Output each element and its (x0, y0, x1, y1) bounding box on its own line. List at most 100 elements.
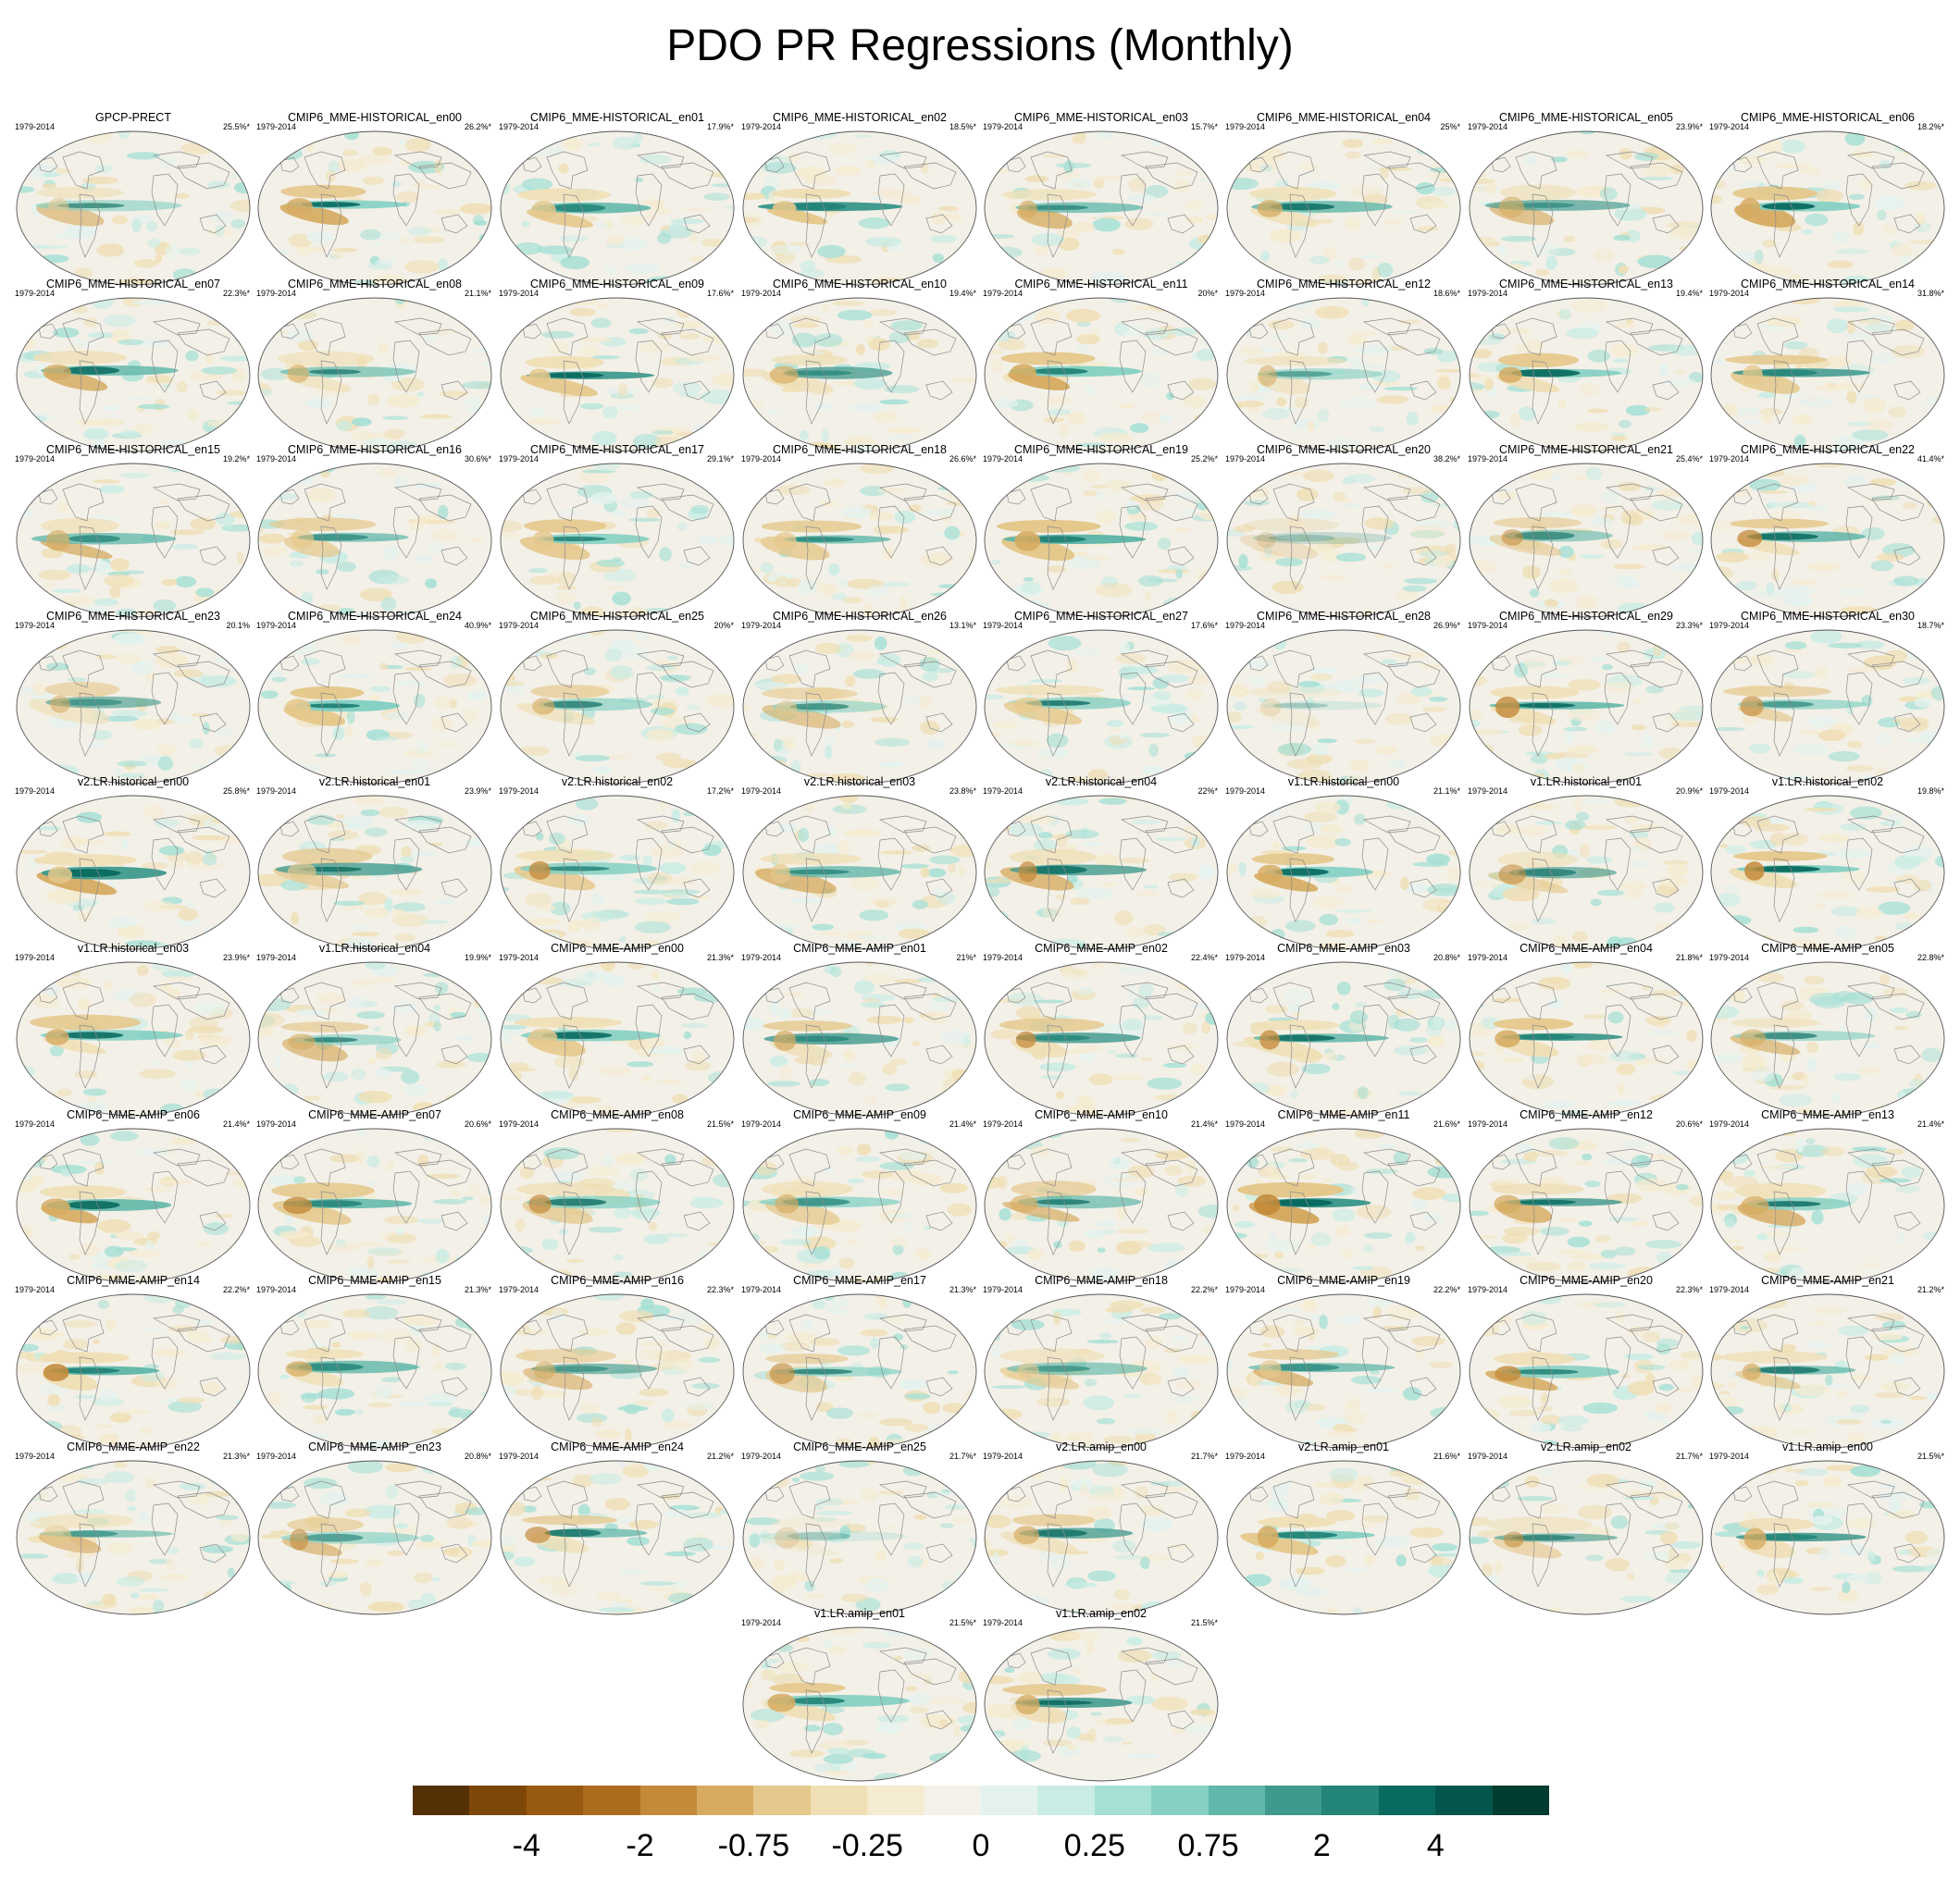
map-panel: CMIP6_MME-AMIP_en21 1979-2014 21.2%* (1707, 1274, 1948, 1449)
colorbar-tick-label: 2 (1312, 1828, 1331, 1863)
panel-title: CMIP6_MME-AMIP_en19 (1277, 1274, 1410, 1287)
colorbar-swatch (1151, 1786, 1209, 1815)
colorbar-swatch (981, 1786, 1038, 1815)
regression-map (16, 961, 251, 1117)
colorbar-swatch (413, 1786, 470, 1815)
panel-title: CMIP6_MME-AMIP_en15 (308, 1274, 441, 1287)
panel-title: CMIP6_MME-HISTORICAL_en21 (1498, 443, 1674, 456)
map-panel: CMIP6_MME-HISTORICAL_en18 1979-2014 26.6%* (739, 443, 980, 618)
map-panel: CMIP6_MME-HISTORICAL_en03 1979-2014 15.7%* (981, 111, 1222, 286)
map-panel: CMIP6_MME-HISTORICAL_en15 1979-2014 19.2%* (13, 443, 254, 618)
panel-period: 1979-2014 (1468, 122, 1508, 131)
panel-title: CMIP6_MME-HISTORICAL_en03 (1013, 111, 1189, 124)
map-panel: CMIP6_MME-HISTORICAL_en19 1979-2014 25.2%* (981, 443, 1222, 618)
regression-map (1226, 961, 1461, 1117)
map-panel: CMIP6_MME-HISTORICAL_en29 1979-2014 23.3%* (1466, 610, 1706, 785)
regression-map (1469, 1128, 1704, 1283)
panel-period: 1979-2014 (983, 1285, 1023, 1294)
panel-period: 1979-2014 (741, 1285, 782, 1294)
panel-period: 1979-2014 (983, 1452, 1023, 1461)
colorbar-tick-label: -2 (626, 1828, 654, 1863)
map-panel: v1.LR.amip_en02 1979-2014 21.5%* (981, 1607, 1222, 1782)
panel-title: v2.LR.amip_en01 (1298, 1440, 1389, 1453)
regression-map (1226, 795, 1461, 950)
panel-variance-pct: 26.2%* (464, 122, 491, 131)
panel-period: 1979-2014 (15, 289, 56, 298)
panel-title: CMIP6_MME-HISTORICAL_en20 (1256, 443, 1432, 456)
colorbar-swatch (1378, 1786, 1436, 1815)
regression-map (500, 629, 735, 785)
panel-variance-pct: 20.6%* (464, 1119, 491, 1129)
panel-period: 1979-2014 (15, 786, 56, 796)
panel-title: CMIP6_MME-AMIP_en05 (1761, 942, 1894, 955)
panel-variance-pct: 21.8%* (1675, 953, 1703, 962)
map-panel: GPCP-PRECT 1979-2014 25.5%* (13, 111, 254, 286)
panel-variance-pct: 21%* (956, 953, 976, 962)
panel-period: 1979-2014 (256, 454, 297, 464)
colorbar-swatch (469, 1786, 527, 1815)
regression-map (1710, 629, 1945, 785)
panel-period: 1979-2014 (1709, 1119, 1750, 1129)
map-panel: CMIP6_MME-HISTORICAL_en14 1979-2014 31.8%* (1707, 278, 1948, 452)
panel-title: CMIP6_MME-AMIP_en25 (793, 1440, 926, 1453)
map-panel: v2.LR.historical_en02 1979-2014 17.2%* (497, 775, 738, 950)
map-panel: CMIP6_MME-AMIP_en07 1979-2014 20.6%* (254, 1108, 495, 1283)
colorbar-tick-label: -0.25 (831, 1828, 903, 1863)
regression-map (1710, 961, 1945, 1117)
panel-title: CMIP6_MME-AMIP_en22 (67, 1440, 200, 1453)
panel-variance-pct: 13.1%* (949, 621, 976, 630)
regression-map (500, 463, 735, 618)
panel-period: 1979-2014 (499, 621, 540, 630)
regression-map (1710, 463, 1945, 618)
panel-variance-pct: 17.9%* (706, 122, 734, 131)
regression-map (1226, 1293, 1461, 1449)
map-panel: CMIP6_MME-HISTORICAL_en20 1979-2014 38.2%* (1223, 443, 1464, 618)
map-panel: CMIP6_MME-AMIP_en06 1979-2014 21.4%* (13, 1108, 254, 1283)
regression-map (1710, 297, 1945, 452)
map-panel: CMIP6_MME-AMIP_en10 1979-2014 21.4%* (981, 1108, 1222, 1283)
map-panel: CMIP6_MME-AMIP_en00 1979-2014 21.3%* (497, 942, 738, 1117)
regression-map (257, 1128, 492, 1283)
panel-title: v1.LR.historical_en03 (77, 942, 190, 955)
panel-title: CMIP6_MME-AMIP_en16 (551, 1274, 684, 1287)
map-panel: CMIP6_MME-AMIP_en04 1979-2014 21.8%* (1466, 942, 1706, 1117)
panel-title: CMIP6_MME-HISTORICAL_en08 (287, 278, 463, 291)
map-panel: CMIP6_MME-HISTORICAL_en10 1979-2014 19.4%* (739, 278, 980, 452)
panel-title: CMIP6_MME-HISTORICAL_en10 (772, 278, 948, 291)
panel-variance-pct: 31.8%* (1917, 289, 1944, 298)
panel-variance-pct: 18.7%* (1917, 621, 1944, 630)
panel-title: v1.LR.amip_en01 (814, 1607, 905, 1620)
panel-variance-pct: 17.6%* (1190, 621, 1218, 630)
panel-period: 1979-2014 (983, 1618, 1023, 1627)
panel-title: CMIP6_MME-HISTORICAL_en29 (1498, 610, 1674, 623)
regression-map (1710, 1128, 1945, 1283)
map-panel: v2.LR.historical_en03 1979-2014 23.8%* (739, 775, 980, 950)
panel-variance-pct: 15.7%* (1190, 122, 1218, 131)
map-panel: v2.LR.historical_en00 1979-2014 25.8%* (13, 775, 254, 950)
panel-title: v1.LR.amip_en00 (1782, 1440, 1873, 1453)
panel-variance-pct: 20.9%* (1675, 786, 1703, 796)
panel-variance-pct: 22.8%* (1917, 953, 1944, 962)
regression-map (257, 463, 492, 618)
panel-period: 1979-2014 (256, 621, 297, 630)
map-panel: CMIP6_MME-HISTORICAL_en17 1979-2014 29.1%* (497, 443, 738, 618)
panel-title: CMIP6_MME-HISTORICAL_en30 (1740, 610, 1916, 623)
panel-variance-pct: 21.2%* (706, 1452, 734, 1461)
panel-period: 1979-2014 (1225, 1285, 1266, 1294)
panel-variance-pct: 21.3%* (706, 953, 734, 962)
panel-title: CMIP6_MME-HISTORICAL_en13 (1498, 278, 1674, 291)
panel-period: 1979-2014 (1468, 953, 1508, 962)
map-panel: CMIP6_MME-HISTORICAL_en24 1979-2014 40.9%* (254, 610, 495, 785)
panel-variance-pct: 22.2%* (222, 1285, 250, 1294)
panel-period: 1979-2014 (1468, 454, 1508, 464)
map-panel: CMIP6_MME-HISTORICAL_en21 1979-2014 25.4%* (1466, 443, 1706, 618)
panel-period: 1979-2014 (499, 289, 540, 298)
panel-title: v2.LR.historical_en00 (77, 775, 190, 788)
panel-period: 1979-2014 (983, 786, 1023, 796)
panel-period: 1979-2014 (983, 122, 1023, 131)
panel-variance-pct: 19.2%* (222, 454, 250, 464)
map-panel: v1.LR.historical_en02 1979-2014 19.8%* (1707, 775, 1948, 950)
panel-period: 1979-2014 (1709, 1452, 1750, 1461)
panel-period: 1979-2014 (15, 621, 56, 630)
map-panel: CMIP6_MME-AMIP_en05 1979-2014 22.8%* (1707, 942, 1948, 1117)
